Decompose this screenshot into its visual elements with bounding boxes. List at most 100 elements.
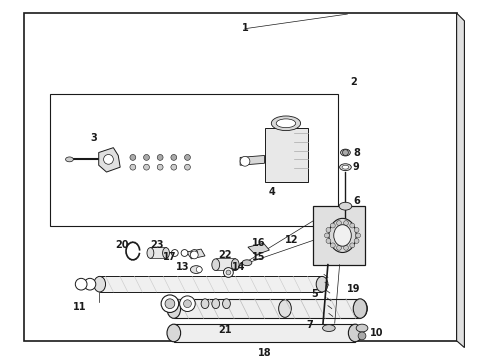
Text: 12: 12 <box>285 235 298 245</box>
Text: 18: 18 <box>258 348 271 357</box>
Text: 22: 22 <box>219 250 232 260</box>
Ellipse shape <box>66 157 74 162</box>
Ellipse shape <box>212 299 220 309</box>
Bar <box>99 276 322 292</box>
Ellipse shape <box>223 267 233 277</box>
Circle shape <box>185 154 191 160</box>
Bar <box>174 324 355 342</box>
Circle shape <box>161 295 179 312</box>
Circle shape <box>343 221 348 225</box>
Polygon shape <box>98 148 120 172</box>
Ellipse shape <box>322 325 335 332</box>
Ellipse shape <box>181 249 188 256</box>
Text: 23: 23 <box>150 240 164 250</box>
Text: 21: 21 <box>219 325 232 335</box>
Text: 13: 13 <box>176 262 190 272</box>
Circle shape <box>240 157 250 166</box>
Circle shape <box>130 164 136 170</box>
Polygon shape <box>457 13 465 348</box>
Text: 7: 7 <box>307 320 313 330</box>
Ellipse shape <box>147 248 154 258</box>
Bar <box>174 299 360 318</box>
Text: 5: 5 <box>311 289 318 299</box>
Ellipse shape <box>172 249 178 256</box>
Ellipse shape <box>342 165 349 169</box>
Circle shape <box>171 164 177 170</box>
Ellipse shape <box>242 260 252 266</box>
Ellipse shape <box>212 259 220 271</box>
Ellipse shape <box>340 164 351 171</box>
Polygon shape <box>248 243 270 255</box>
Circle shape <box>343 150 348 156</box>
Circle shape <box>130 154 136 160</box>
Text: 1: 1 <box>242 23 248 33</box>
Circle shape <box>354 228 359 232</box>
Polygon shape <box>240 156 265 165</box>
Text: 14: 14 <box>232 262 246 272</box>
Ellipse shape <box>276 119 295 128</box>
Circle shape <box>330 243 335 248</box>
Ellipse shape <box>222 299 230 309</box>
Polygon shape <box>50 94 338 226</box>
Text: 15: 15 <box>252 252 265 262</box>
Ellipse shape <box>94 276 105 292</box>
Text: 9: 9 <box>352 162 359 172</box>
Circle shape <box>84 278 96 290</box>
Circle shape <box>180 296 195 311</box>
Circle shape <box>337 221 342 225</box>
Ellipse shape <box>191 249 197 256</box>
Circle shape <box>171 154 177 160</box>
Circle shape <box>326 228 331 232</box>
Text: 4: 4 <box>269 187 276 197</box>
Bar <box>150 247 166 258</box>
Ellipse shape <box>334 225 351 246</box>
Text: 6: 6 <box>353 196 360 206</box>
Ellipse shape <box>329 219 356 252</box>
Ellipse shape <box>167 324 181 342</box>
Circle shape <box>144 164 149 170</box>
Text: 17: 17 <box>163 252 177 262</box>
Circle shape <box>358 332 366 340</box>
Polygon shape <box>313 206 365 265</box>
Text: 20: 20 <box>116 240 129 250</box>
Ellipse shape <box>167 299 181 318</box>
Ellipse shape <box>231 259 239 271</box>
Circle shape <box>326 238 331 243</box>
Circle shape <box>330 223 335 228</box>
Circle shape <box>157 154 163 160</box>
Circle shape <box>184 300 192 307</box>
Text: 2: 2 <box>350 77 357 87</box>
Text: 8: 8 <box>353 148 360 158</box>
Circle shape <box>144 154 149 160</box>
Ellipse shape <box>341 149 350 156</box>
Text: 11: 11 <box>73 302 86 312</box>
Ellipse shape <box>356 324 368 332</box>
Circle shape <box>354 238 359 243</box>
Circle shape <box>157 164 163 170</box>
Text: 3: 3 <box>91 133 97 143</box>
Text: 16: 16 <box>252 238 265 248</box>
Ellipse shape <box>226 270 231 275</box>
Ellipse shape <box>355 300 368 318</box>
Ellipse shape <box>339 202 352 210</box>
Ellipse shape <box>353 299 367 318</box>
Ellipse shape <box>271 116 300 131</box>
Bar <box>216 258 235 270</box>
Circle shape <box>324 233 329 238</box>
Ellipse shape <box>316 276 328 292</box>
Circle shape <box>350 243 355 248</box>
Polygon shape <box>187 249 205 259</box>
Text: 10: 10 <box>370 328 383 338</box>
Circle shape <box>185 164 191 170</box>
Ellipse shape <box>201 299 209 309</box>
Circle shape <box>75 278 87 290</box>
Circle shape <box>356 233 361 238</box>
Bar <box>285 300 361 318</box>
Circle shape <box>337 246 342 250</box>
Circle shape <box>343 246 348 250</box>
Ellipse shape <box>348 324 362 342</box>
Ellipse shape <box>279 300 292 318</box>
Circle shape <box>196 267 202 273</box>
Polygon shape <box>265 128 308 182</box>
Text: 19: 19 <box>347 284 361 294</box>
